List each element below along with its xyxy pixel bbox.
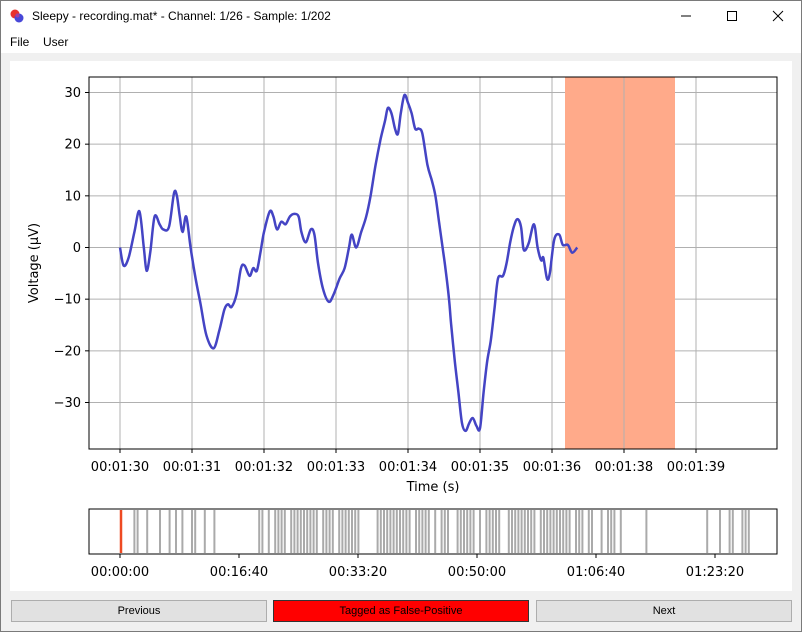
y-tick-label: 10 bbox=[64, 189, 81, 204]
y-tick-label: 30 bbox=[64, 86, 81, 101]
app-logo-icon bbox=[10, 9, 24, 23]
main-x-ticks: 00:01:30 00:01:31 00:01:32 00:01:33 00:01:34… bbox=[91, 449, 725, 475]
x-tick-label: 00:01:39 bbox=[667, 460, 725, 475]
overview-x-tick-label: 01:06:40 bbox=[567, 565, 625, 580]
x-tick-label: 00:01:33 bbox=[307, 460, 365, 475]
close-icon bbox=[772, 10, 784, 22]
x-tick-label: 00:01:38 bbox=[595, 460, 653, 475]
y-axis-label: Voltage (μV) bbox=[27, 223, 42, 303]
y-tick-label: 20 bbox=[64, 138, 81, 153]
y-tick-label: −20 bbox=[54, 344, 81, 359]
minimize-button[interactable] bbox=[663, 1, 709, 31]
overview-x-tick-label: 01:23:20 bbox=[686, 565, 744, 580]
window-title: Sleepy - recording.mat* - Channel: 1/26 … bbox=[32, 9, 331, 23]
x-tick-label: 00:01:34 bbox=[379, 460, 437, 475]
x-tick-label: 00:01:30 bbox=[91, 460, 149, 475]
menu-user[interactable]: User bbox=[43, 35, 69, 49]
menu-bar: File User bbox=[1, 31, 801, 53]
x-tick-label: 00:01:36 bbox=[523, 460, 581, 475]
overview-x-ticks: 00:00:00 00:16:40 00:33:20 00:50:00 01:06:40… bbox=[91, 554, 744, 580]
event-highlight-span bbox=[565, 77, 675, 449]
signal-line bbox=[118, 93, 579, 433]
menu-file[interactable]: File bbox=[10, 35, 30, 49]
overview-axes-frame bbox=[88, 508, 778, 555]
maximize-button[interactable] bbox=[709, 1, 755, 31]
overview-event-markers bbox=[119, 510, 750, 553]
main-y-ticks: 30 20 10 0 −10 −20 −30 bbox=[54, 86, 89, 411]
y-tick-label: 0 bbox=[73, 241, 81, 256]
previous-button[interactable]: Previous bbox=[11, 600, 267, 622]
tag-false-positive-button[interactable]: Tagged as False-Positive bbox=[273, 600, 529, 622]
overview-x-tick-label: 00:16:40 bbox=[210, 565, 268, 580]
x-axis-label: Time (s) bbox=[406, 480, 460, 495]
overview-x-tick-label: 00:00:00 bbox=[91, 565, 149, 580]
close-button[interactable] bbox=[755, 1, 801, 31]
main-axes-frame bbox=[88, 76, 778, 450]
overview-x-tick-label: 00:50:00 bbox=[448, 565, 506, 580]
x-tick-label: 00:01:31 bbox=[163, 460, 221, 475]
plot-canvas[interactable]: 30 20 10 0 −10 −20 −30 00:01:30 00:01:31 00:01:3… bbox=[10, 61, 792, 591]
title-bar: Sleepy - recording.mat* - Channel: 1/26 … bbox=[1, 1, 801, 31]
x-tick-label: 00:01:35 bbox=[451, 460, 509, 475]
y-tick-label: −30 bbox=[54, 396, 81, 411]
y-tick-label: −10 bbox=[54, 293, 81, 308]
minimize-icon bbox=[681, 15, 691, 17]
maximize-icon bbox=[727, 11, 737, 21]
x-tick-label: 00:01:32 bbox=[235, 460, 293, 475]
next-button[interactable]: Next bbox=[536, 600, 792, 622]
overview-x-tick-label: 00:33:20 bbox=[329, 565, 387, 580]
